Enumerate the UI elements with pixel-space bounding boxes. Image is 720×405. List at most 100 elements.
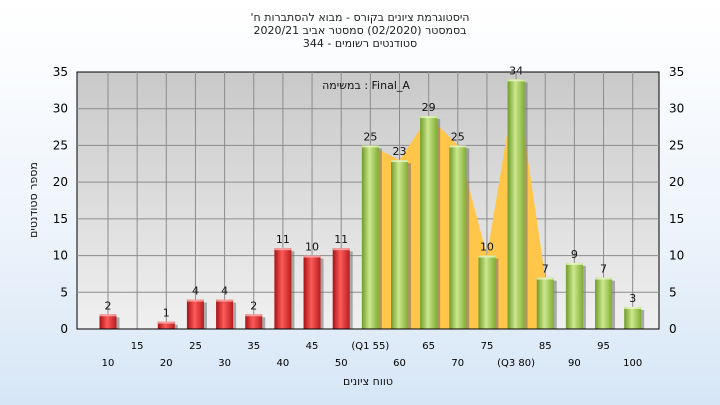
bar-30	[216, 299, 234, 329]
data-label-30: 4	[221, 285, 228, 298]
bar-45	[303, 255, 321, 329]
data-label-10: 2	[105, 299, 112, 312]
y-tick-left-30: 30	[53, 102, 68, 116]
bar-(Q1 55)	[361, 145, 379, 329]
x-tick-20: 20	[160, 358, 173, 369]
data-label-60: 23	[393, 145, 407, 158]
x-tick-(Q3 80): (Q3 80)	[497, 358, 535, 369]
bar-20	[157, 321, 175, 329]
x-axis-ticks: 10 15 20 25 30 35 40 45 50(Q1 55) 60 65 70 75(Q3 80)…	[102, 341, 643, 369]
data-label-90: 9	[571, 248, 578, 261]
data-label-20: 1	[163, 307, 170, 320]
x-tick-85: 85	[539, 341, 552, 352]
x-tick-65: 65	[422, 341, 435, 352]
data-label-65: 29	[422, 101, 436, 114]
bar-40	[274, 248, 292, 329]
x-tick-15: 15	[131, 341, 144, 352]
bar-cap	[478, 255, 496, 258]
bar-cap	[361, 145, 379, 148]
x-tick-10: 10	[102, 358, 115, 369]
bar-cap	[186, 299, 204, 302]
title-line-3: סטודנטים רשומים - 344	[303, 37, 417, 50]
bar-85	[536, 277, 554, 329]
bar-cap	[595, 277, 613, 280]
x-tick-(Q1 55): (Q1 55)	[351, 341, 389, 352]
x-tick-100: 100	[623, 358, 642, 369]
bar-25	[186, 299, 204, 329]
x-tick-25: 25	[189, 341, 202, 352]
y-tick-left-0: 0	[60, 322, 68, 336]
x-tick-90: 90	[568, 358, 581, 369]
data-label-50: 11	[334, 233, 348, 246]
bar-cap	[420, 116, 438, 119]
bar-cap	[99, 314, 117, 317]
bar-75	[478, 255, 496, 329]
bar-cap	[565, 262, 583, 265]
bar-cap	[536, 277, 554, 280]
y-tick-right-5: 5	[669, 285, 677, 299]
x-tick-45: 45	[306, 341, 319, 352]
data-label-85: 7	[542, 263, 549, 276]
bar-70	[449, 145, 467, 329]
y-tick-right-30: 30	[669, 102, 684, 116]
y-tick-left-10: 10	[53, 249, 68, 263]
data-label-35: 2	[250, 299, 257, 312]
x-tick-60: 60	[393, 358, 406, 369]
bar-cap	[245, 314, 263, 317]
y-tick-right-10: 10	[669, 249, 684, 263]
y-tick-left-15: 15	[53, 212, 68, 226]
data-label-100: 3	[629, 292, 636, 305]
x-tick-70: 70	[451, 358, 464, 369]
bar-cap	[332, 248, 350, 251]
y-axis-label: מספר סטודנטים	[27, 162, 40, 238]
y-tick-right-25: 25	[669, 138, 684, 152]
y-tick-right-0: 0	[669, 322, 677, 336]
bar-cap	[274, 248, 292, 251]
data-label-25: 4	[192, 285, 199, 298]
bar-(Q3 80)	[507, 79, 525, 329]
x-tick-35: 35	[247, 341, 260, 352]
bar-35	[245, 314, 263, 329]
y-tick-left-20: 20	[53, 175, 68, 189]
bar-10	[99, 314, 117, 329]
data-label-40: 11	[276, 233, 290, 246]
bar-95	[595, 277, 613, 329]
y-tick-left-5: 5	[60, 285, 68, 299]
y-axis-left: 0 5 10 15 20 25 30 35	[53, 65, 68, 336]
bar-cap	[303, 255, 321, 258]
data-labels: 2 1 4 4 2 11 10 11 25 23 29 25 10 34 7 9 7 3	[105, 64, 637, 319]
y-tick-left-25: 25	[53, 138, 68, 152]
bar-cap	[449, 145, 467, 148]
title-line-1: 'היסטוגרמת ציונים בקורס - מבוא להסתברות …	[251, 11, 470, 24]
y-tick-right-20: 20	[669, 175, 684, 189]
bar-60	[391, 160, 408, 329]
bars-group	[99, 79, 645, 329]
y-tick-right-35: 35	[669, 65, 684, 79]
x-tick-50: 50	[335, 358, 348, 369]
data-label-(Q3 80): 34	[509, 64, 523, 77]
bar-65	[420, 116, 438, 329]
title-line-2: בסמסטר (02/2020) סמסטר אביב 2020/21	[253, 24, 466, 37]
bar-cap	[216, 299, 234, 302]
y-tick-left-35: 35	[53, 65, 68, 79]
bar-cap	[391, 160, 408, 163]
task-annotation: במשימה : Final_A	[322, 79, 410, 92]
x-tick-40: 40	[277, 358, 290, 369]
data-label-45: 10	[305, 241, 319, 254]
bar-100	[624, 306, 642, 329]
bar-cap	[624, 306, 642, 309]
data-label-(Q1 55): 25	[363, 130, 377, 143]
bar-50	[332, 248, 350, 329]
x-tick-30: 30	[218, 358, 231, 369]
data-label-70: 25	[451, 130, 465, 143]
y-axis-right: 0 5 10 15 20 25 30 35	[669, 65, 684, 336]
x-tick-75: 75	[481, 341, 494, 352]
bar-90	[565, 262, 583, 329]
y-tick-right-15: 15	[669, 212, 684, 226]
bar-cap	[157, 321, 175, 324]
x-tick-95: 95	[597, 341, 610, 352]
data-label-75: 10	[480, 241, 494, 254]
bar-cap	[507, 79, 525, 82]
x-axis-label: טווח ציונים	[343, 375, 393, 388]
